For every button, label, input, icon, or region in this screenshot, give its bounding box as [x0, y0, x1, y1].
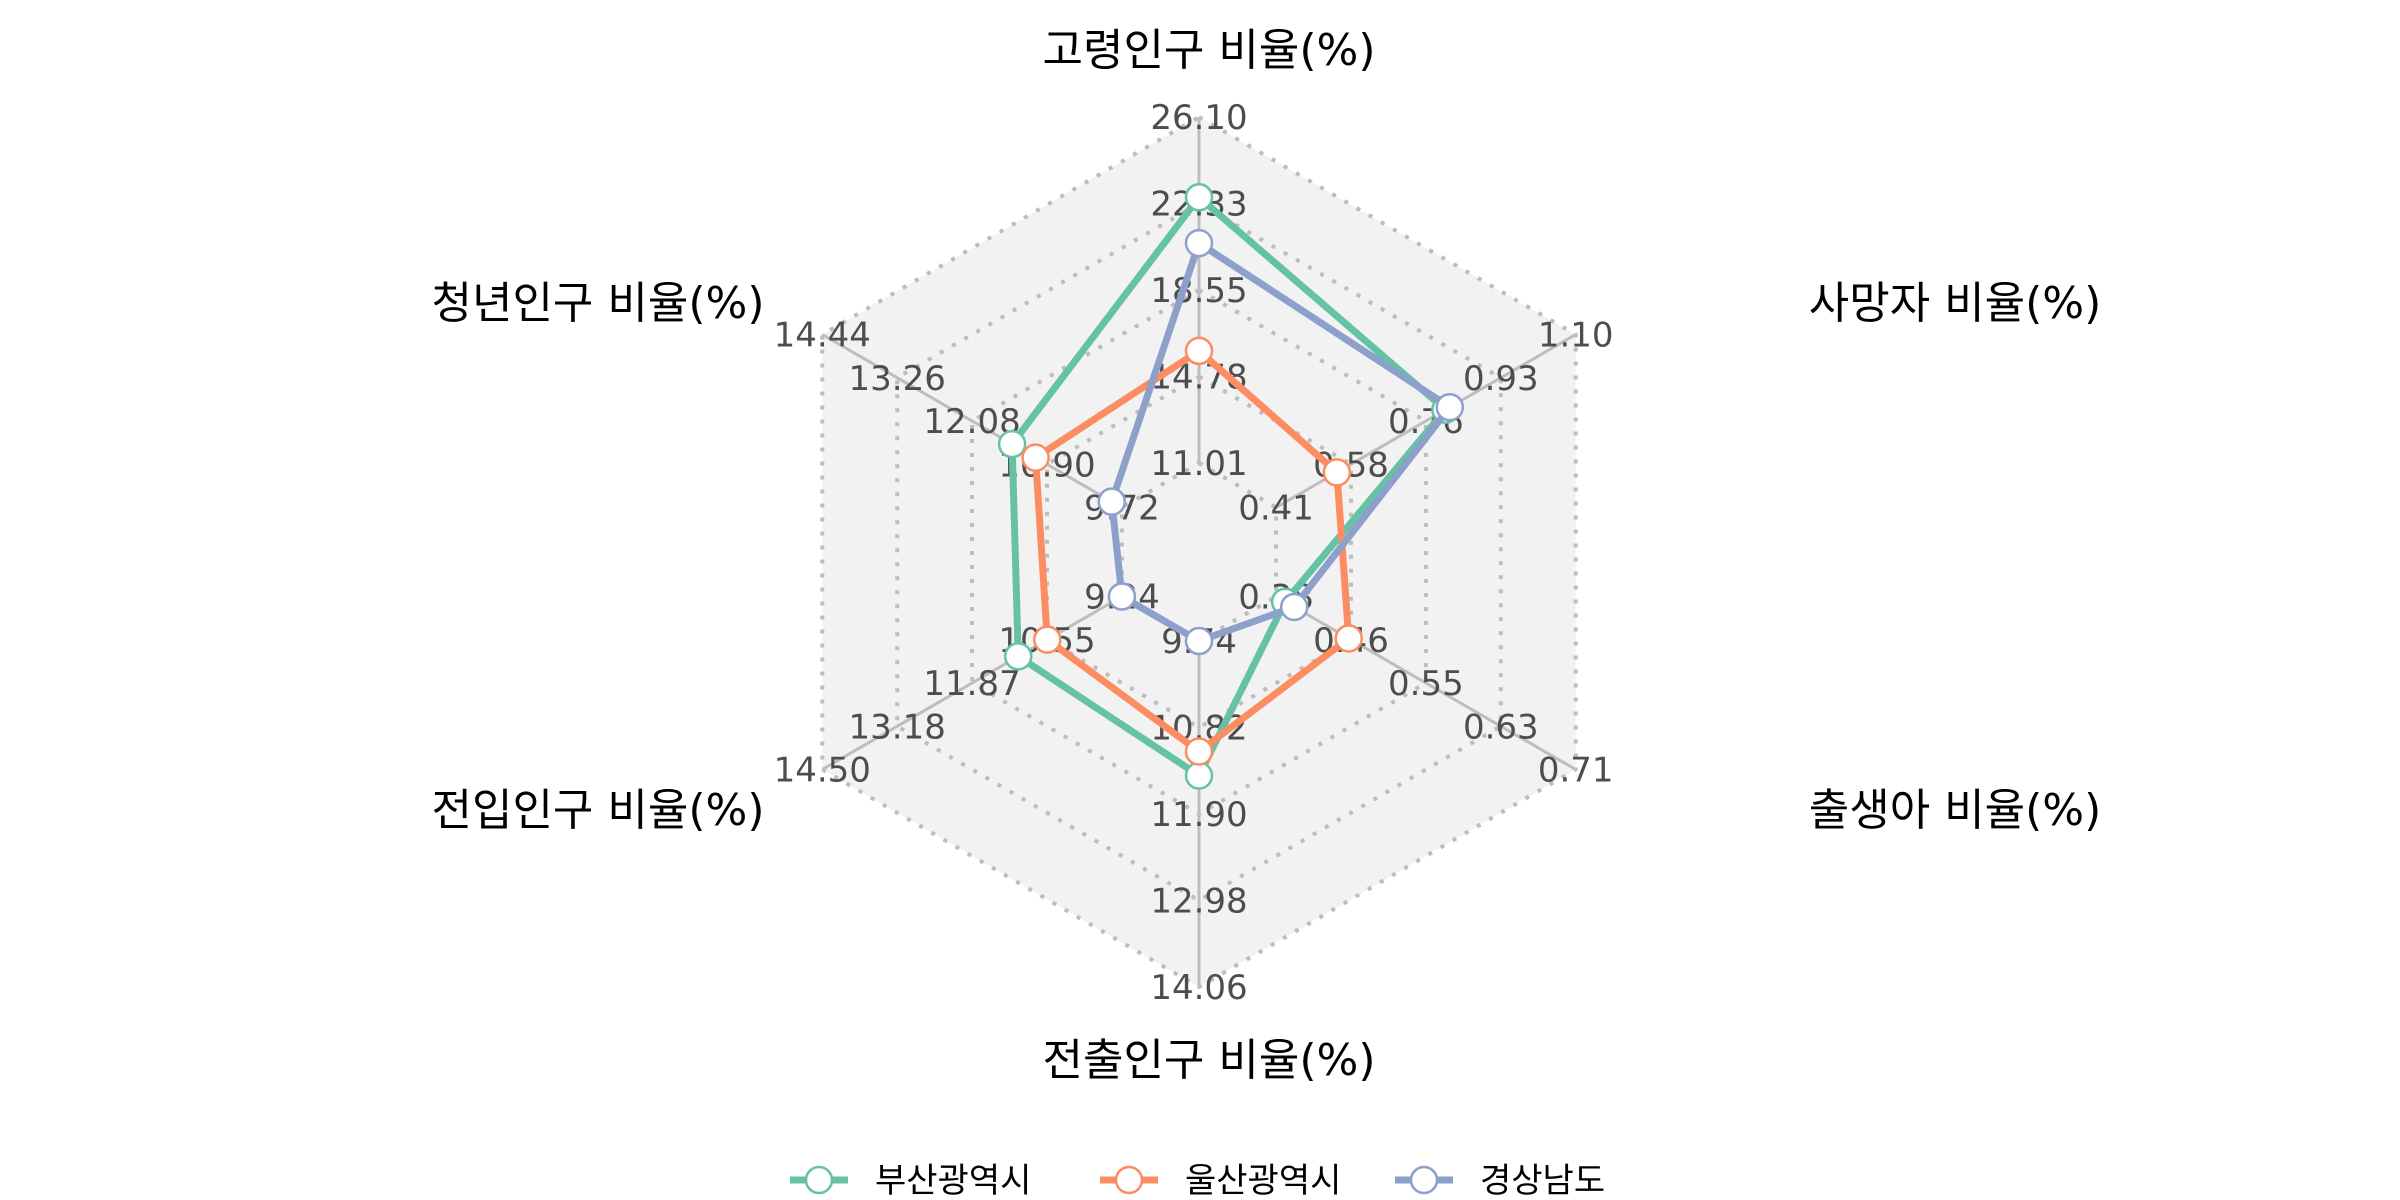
tick-label: 26.10	[1150, 98, 1247, 138]
data-point-marker	[1184, 228, 1214, 258]
legend-marker-icon	[1409, 1165, 1439, 1195]
data-point-marker	[1184, 626, 1214, 656]
data-point-marker	[1033, 625, 1062, 654]
radar-axis-titles: 고령인구 비율(%) 사망자 비율(%) 출생아 비율(%) 전출인구 비율(%) 전입…	[431, 25, 2101, 1086]
tick-label: 13.26	[849, 359, 946, 399]
legend-marker-icon	[804, 1165, 834, 1195]
axis-title: 전입인구 비율(%)	[431, 785, 764, 836]
series-경상남도	[1097, 228, 1465, 656]
radar-series	[997, 183, 1465, 790]
data-point-marker	[1184, 737, 1214, 766]
radar-tick-labels: 11.0114.7818.5522.3326.100.410.580.760.9…	[774, 98, 1614, 1008]
axis-title: 청년인구 비율(%)	[431, 278, 764, 329]
tick-label: 18.55	[1150, 271, 1247, 311]
axis-spoke	[821, 333, 1123, 509]
axis-spoke	[821, 595, 1123, 771]
tick-label: 1.10	[1538, 316, 1614, 356]
axis-title: 전출인구 비율(%)	[1042, 1035, 1375, 1086]
tick-label: 14.50	[774, 751, 871, 791]
tick-label: 0.93	[1463, 359, 1539, 399]
series-울산광역시	[1021, 336, 1363, 766]
data-point-marker	[1003, 642, 1033, 671]
chart-legend: 부산광역시 울산광역시 경상남도	[790, 1161, 1605, 1200]
tick-label: 11.01	[1150, 444, 1247, 484]
data-point-marker	[1107, 582, 1137, 611]
axis-title: 출생아 비율(%)	[1809, 785, 2102, 836]
legend-marker-icon	[1114, 1165, 1144, 1195]
axis-title: 사망자 비율(%)	[1809, 278, 2102, 329]
tick-label: 11.87	[923, 664, 1020, 704]
data-point-marker	[1322, 458, 1352, 487]
legend-item: 울산광역시	[1100, 1161, 1341, 1200]
tick-label: 11.90	[1150, 795, 1247, 835]
legend-item: 경상남도	[1395, 1161, 1605, 1200]
tick-label: 0.63	[1463, 707, 1539, 747]
data-point-marker	[1021, 443, 1050, 472]
radar-panel-background	[822, 117, 1576, 987]
tick-label: 0.41	[1238, 489, 1314, 529]
data-point-marker	[1435, 392, 1465, 422]
data-point-marker	[1184, 761, 1214, 790]
legend-item: 부산광역시	[790, 1161, 1031, 1200]
data-point-marker	[1184, 336, 1214, 366]
axis-title: 고령인구 비율(%)	[1042, 25, 1375, 76]
legend-label: 경상남도	[1480, 1161, 1605, 1200]
tick-label: 0.55	[1388, 664, 1464, 704]
panel-fill	[822, 117, 1576, 987]
tick-label: 14.44	[774, 316, 871, 356]
tick-label: 12.98	[1150, 882, 1247, 922]
legend-label: 울산광역시	[1185, 1161, 1341, 1200]
data-point-marker	[1334, 624, 1363, 653]
axis-spoke	[1275, 595, 1577, 771]
tick-label: 13.18	[849, 707, 946, 747]
data-point-marker	[1097, 487, 1127, 516]
tick-label: 14.06	[1150, 968, 1247, 1008]
data-point-marker	[997, 429, 1027, 459]
data-point-marker	[1184, 183, 1214, 212]
legend-label: 부산광역시	[875, 1161, 1031, 1200]
tick-label: 0.71	[1538, 751, 1614, 791]
data-point-marker	[1279, 592, 1309, 622]
